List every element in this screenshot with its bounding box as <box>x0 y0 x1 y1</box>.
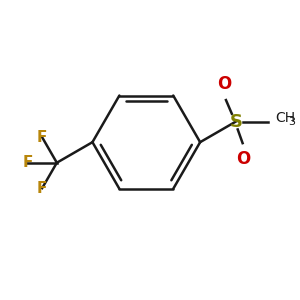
Text: F: F <box>22 155 33 170</box>
Text: 3: 3 <box>289 117 296 127</box>
Text: F: F <box>37 130 47 145</box>
Text: O: O <box>236 150 251 168</box>
Text: CH: CH <box>275 111 295 125</box>
Text: F: F <box>37 181 47 196</box>
Text: O: O <box>217 75 231 93</box>
Text: S: S <box>229 112 242 130</box>
